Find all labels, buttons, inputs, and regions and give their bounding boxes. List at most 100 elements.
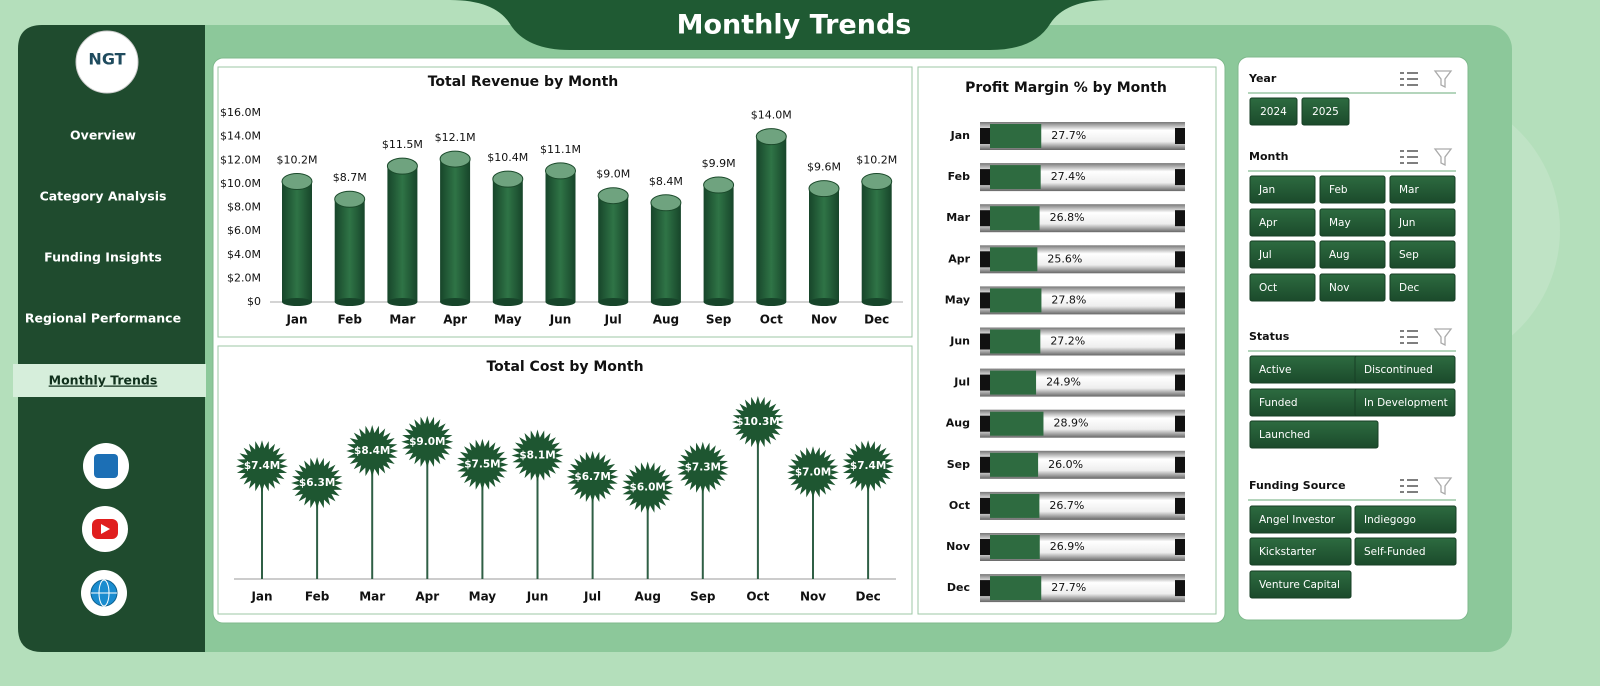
x-tick-label: Feb xyxy=(337,313,362,327)
slicer-button[interactable] xyxy=(1354,505,1457,534)
multi-select-icon[interactable] xyxy=(1400,330,1418,344)
slicer-item[interactable]: 2025 xyxy=(1312,106,1339,118)
multi-select-icon[interactable] xyxy=(1400,150,1418,164)
slicer-item[interactable]: Jan xyxy=(1258,184,1275,196)
slicer-button[interactable] xyxy=(1249,537,1352,566)
slicer-item[interactable]: Angel Investor xyxy=(1259,514,1336,526)
progress-bar xyxy=(990,411,1044,436)
y-tick-label: $14.0M xyxy=(220,130,261,143)
nav-item[interactable]: Monthly Trends xyxy=(49,373,158,388)
slicer-item[interactable]: Nov xyxy=(1329,282,1350,294)
slicer-item[interactable]: Oct xyxy=(1259,282,1277,294)
y-tick-label: Nov xyxy=(946,540,971,553)
slicer-button[interactable] xyxy=(1249,175,1316,204)
bar-cap xyxy=(703,176,735,194)
slicer-item[interactable]: Feb xyxy=(1329,184,1348,196)
starburst xyxy=(401,415,454,468)
slicer-item[interactable]: Funded xyxy=(1259,397,1298,409)
slicer-button[interactable] xyxy=(1389,175,1456,204)
linkedin-icon xyxy=(94,454,118,478)
slicer-item[interactable]: In Development xyxy=(1364,397,1448,409)
slicer-button[interactable] xyxy=(1249,420,1379,449)
slicer-item[interactable]: 2024 xyxy=(1260,106,1287,118)
slicer-button[interactable] xyxy=(1319,208,1386,237)
slicer-button[interactable] xyxy=(1389,208,1456,237)
slicer-item[interactable]: Sep xyxy=(1399,249,1419,261)
bar-base xyxy=(756,298,787,306)
bar-base xyxy=(387,298,418,306)
slicer-button[interactable] xyxy=(1249,273,1316,302)
slicer-button[interactable] xyxy=(1249,240,1316,269)
slicer-button[interactable] xyxy=(1249,505,1352,534)
slicer-item[interactable]: Mar xyxy=(1399,184,1419,196)
value-label: $9.0M xyxy=(596,168,630,181)
slicer-button[interactable] xyxy=(1354,355,1456,384)
track-cap xyxy=(1175,169,1185,186)
slicer-button[interactable] xyxy=(1389,240,1456,269)
slicer-item[interactable]: Launched xyxy=(1259,429,1310,441)
bar-cap xyxy=(492,170,524,188)
value-label: 24.9% xyxy=(1046,376,1081,389)
clear-filter-icon[interactable] xyxy=(1433,477,1453,496)
clear-filter-icon[interactable] xyxy=(1433,70,1453,89)
starburst xyxy=(842,440,895,493)
track-cap xyxy=(1175,292,1185,309)
nav-item[interactable]: Funding Insights xyxy=(44,250,162,265)
slicer-item[interactable]: Aug xyxy=(1329,249,1350,261)
nav-item[interactable]: Category Analysis xyxy=(40,189,167,204)
slicer-button[interactable] xyxy=(1249,570,1352,599)
starburst xyxy=(511,429,564,482)
clear-filter-icon[interactable] xyxy=(1433,148,1453,167)
value-label: $10.3M xyxy=(736,416,780,428)
value-label: $7.4M xyxy=(850,460,886,472)
slicer-button[interactable] xyxy=(1354,537,1457,566)
slicer-button[interactable] xyxy=(1319,175,1386,204)
slicer-item[interactable]: Self-Funded xyxy=(1364,546,1426,558)
slicer-item[interactable]: Indiegogo xyxy=(1364,514,1416,526)
y-tick-label: Mar xyxy=(946,211,970,224)
slicer-item[interactable]: Discontinued xyxy=(1364,364,1433,376)
x-tick-label: Mar xyxy=(359,590,385,604)
bar-base xyxy=(545,298,576,306)
track-cap xyxy=(980,128,990,144)
slicer-button[interactable] xyxy=(1389,273,1456,302)
slicer-item[interactable]: Apr xyxy=(1259,217,1278,229)
track-cap xyxy=(980,169,990,186)
slicer-button[interactable] xyxy=(1354,388,1456,417)
value-label: $11.1M xyxy=(540,143,581,156)
social-links xyxy=(81,443,129,616)
track-cap xyxy=(980,333,990,350)
youtube-play xyxy=(101,524,110,534)
slicer-button[interactable] xyxy=(1249,208,1316,237)
slicer-item[interactable]: Active xyxy=(1259,364,1291,376)
progress-bar xyxy=(990,452,1039,477)
multi-select-icon[interactable] xyxy=(1400,479,1418,493)
chart-title: Total Revenue by Month xyxy=(428,74,619,90)
bar xyxy=(861,181,892,302)
slicer-item[interactable]: Jun xyxy=(1398,217,1415,229)
nav-item[interactable]: Overview xyxy=(70,128,136,143)
value-label: $9.9M xyxy=(702,157,736,170)
y-tick-label: $0 xyxy=(247,295,261,308)
bar-base xyxy=(703,298,734,306)
y-tick-label: May xyxy=(945,293,970,306)
chart-title: Profit Margin % by Month xyxy=(965,80,1167,96)
y-tick-label: $16.0M xyxy=(220,106,261,119)
multi-select-icon[interactable] xyxy=(1400,72,1418,86)
value-label: $10.4M xyxy=(487,151,528,164)
slicer-item[interactable]: Jul xyxy=(1258,249,1272,261)
slicer-button[interactable] xyxy=(1319,273,1386,302)
slicer-item[interactable]: Kickstarter xyxy=(1259,546,1317,558)
track-cap xyxy=(1175,251,1185,268)
slicer-button[interactable] xyxy=(1319,240,1386,269)
track-cap xyxy=(980,292,990,309)
clear-filter-icon[interactable] xyxy=(1433,328,1453,347)
slicer-button[interactable] xyxy=(1249,97,1298,126)
nav-item[interactable]: Regional Performance xyxy=(25,311,181,326)
slicer-item[interactable]: May xyxy=(1329,217,1351,229)
slicer-button[interactable] xyxy=(1301,97,1350,126)
slicer-item[interactable]: Dec xyxy=(1399,282,1420,294)
value-label: $7.4M xyxy=(244,460,280,472)
slicer-item[interactable]: Venture Capital xyxy=(1259,579,1340,591)
logo xyxy=(75,30,139,94)
